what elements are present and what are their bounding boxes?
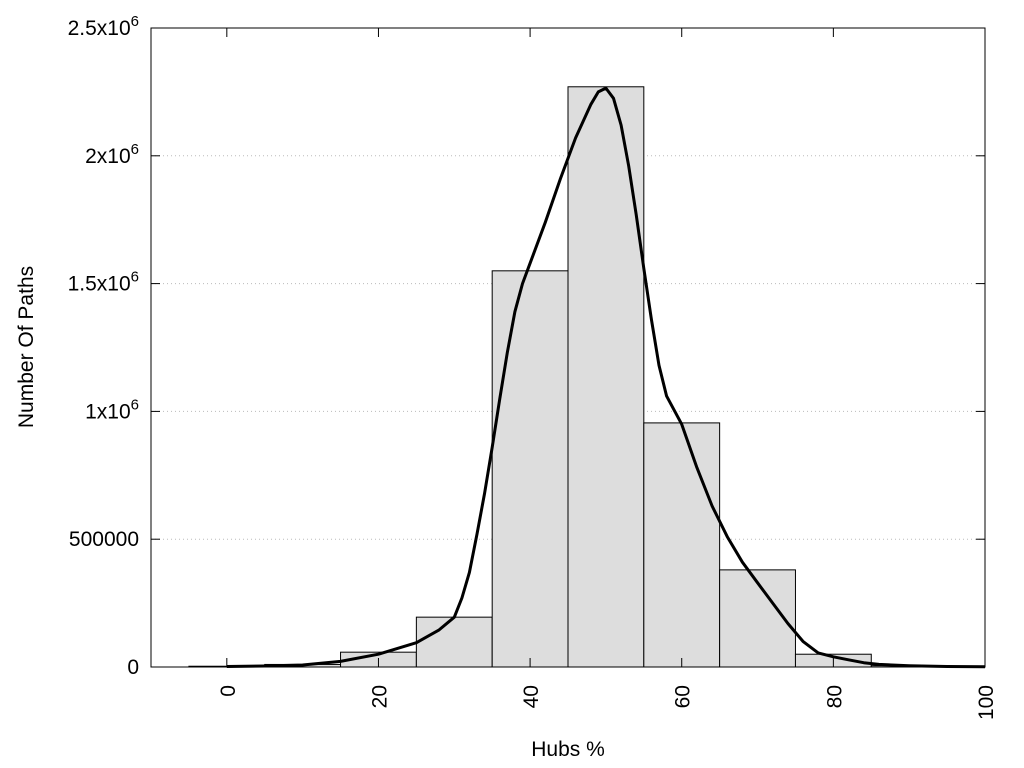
x-tick-label: 0: [217, 685, 240, 697]
histogram-bar: [567, 86, 645, 668]
y-tick-label: 1.5x106: [68, 269, 139, 296]
y-axis-label: Number Of Paths: [15, 266, 38, 428]
bars: [188, 86, 948, 668]
y-tick-label: 2.5x106: [68, 13, 139, 40]
y-tick-label: 500000: [69, 528, 139, 551]
x-tick-label: 60: [672, 685, 695, 708]
axis-ticks: 0 500000 1x106 1.5x106 2x106 2.5x106 0 20 40 60 80…: [68, 13, 998, 720]
density-curve: [226, 86, 986, 669]
density-curve-line: [226, 86, 986, 669]
histogram-bar: [415, 616, 493, 668]
y-axis-label-group: Number Of Paths: [15, 266, 38, 428]
plot-frame: [150, 27, 986, 668]
histogram-bar: [643, 422, 721, 668]
x-tick-label: 20: [368, 685, 391, 708]
y-tick-label: 0: [127, 656, 139, 679]
y-tick-label: 2x106: [85, 141, 139, 168]
x-tick-label: 40: [520, 685, 543, 708]
x-tick-label: 80: [823, 685, 846, 708]
x-tick-label: 100: [975, 685, 998, 720]
y-tick-label: 1x106: [85, 396, 139, 423]
histogram-bar: [491, 270, 569, 668]
x-axis-label: Hubs %: [531, 738, 605, 761]
